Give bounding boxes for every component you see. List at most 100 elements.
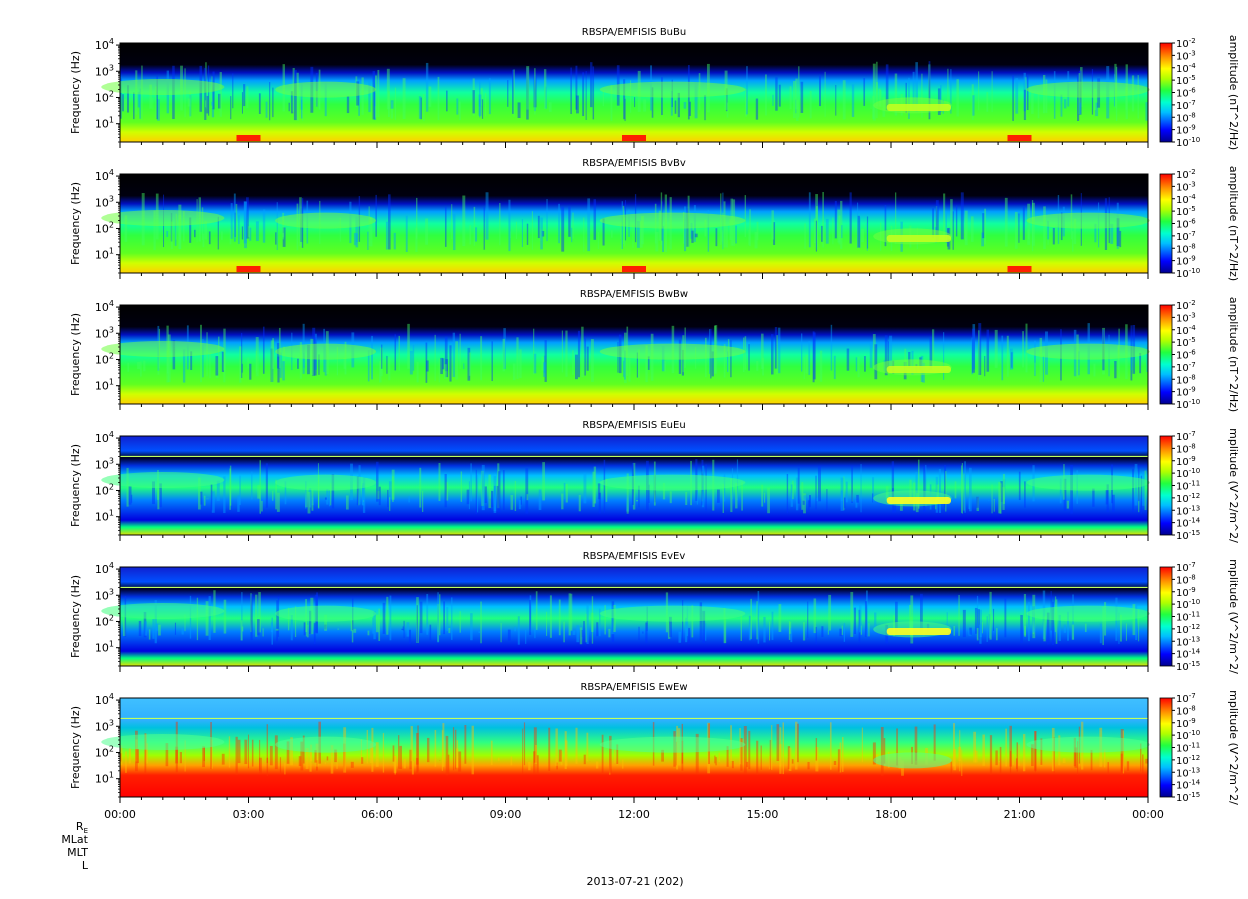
colorbar-label: mplitude (V^2/m^2/	[1227, 428, 1240, 543]
colorbar-label: amplitude (nT^2/Hz)	[1227, 166, 1240, 281]
colorbar-tick-label: 10-3	[1176, 311, 1196, 324]
x-tick-label: 00:00	[1132, 808, 1164, 821]
x-tick-label: 15:00	[747, 808, 779, 821]
colorbar-tick-label: 10-7	[1176, 230, 1196, 243]
colorbar-tick-label: 10-7	[1176, 99, 1196, 112]
colorbar-tick-label: 10-11	[1176, 611, 1200, 624]
hiss-band	[886, 104, 951, 112]
emission-region	[1026, 474, 1150, 491]
colorbar-label: amplitude (nT^2/Hz)	[1227, 297, 1240, 412]
colorbar-tick-label: 10-2	[1176, 37, 1196, 50]
spectrogram-panel: RBSPA/EMFISIS BuBu 101 102 103 104 Frequency …	[69, 27, 1240, 150]
emission-region	[599, 605, 746, 622]
emission-region	[275, 81, 376, 98]
x-tick-label: 09:00	[490, 808, 522, 821]
colorbar-tick-label: 10-4	[1176, 193, 1196, 206]
emission-region	[275, 212, 376, 229]
colorbar-tick-label: 10-14	[1176, 779, 1201, 792]
emission-region	[873, 752, 952, 769]
low-frequency-burst	[236, 135, 261, 141]
colorbar-tick-label: 10-7	[1176, 361, 1196, 374]
colorbar-tick-label: 10-8	[1176, 111, 1196, 124]
y-tick-label: 101	[95, 116, 114, 131]
emission-region	[1026, 605, 1150, 622]
colorbar-tick-label: 10-13	[1176, 635, 1200, 648]
low-frequency-burst	[622, 135, 646, 141]
colorbar-tick-label: 10-12	[1176, 754, 1200, 767]
colorbar-tick-label: 10-8	[1176, 442, 1196, 455]
y-tick-label: 104	[95, 430, 114, 445]
low-frequency-burst	[236, 266, 261, 272]
emission-region	[101, 210, 225, 227]
y-tick-label: 101	[95, 640, 114, 655]
colorbar	[1159, 566, 1173, 667]
colorbar-tick-label: 10-14	[1176, 648, 1201, 661]
y-tick-label: 101	[95, 247, 114, 262]
low-frequency-burst	[1007, 135, 1032, 141]
colorbar-tick-label: 10-6	[1176, 87, 1196, 100]
colorbar	[1159, 304, 1173, 405]
x-tick-label: 21:00	[1004, 808, 1036, 821]
colorbar-tick-label: 10-9	[1176, 124, 1196, 137]
y-tick-label: 102	[95, 482, 114, 497]
y-tick-label: 102	[95, 220, 114, 235]
emission-region	[1026, 736, 1150, 753]
panel-title: RBSPA/EMFISIS BvBv	[582, 158, 686, 169]
colorbar-tick-label: 10-9	[1176, 255, 1196, 268]
emission-region	[599, 212, 746, 229]
emission-region	[1026, 343, 1150, 360]
emission-region	[101, 79, 225, 96]
emission-region	[275, 343, 376, 360]
emission-region	[1026, 212, 1150, 229]
y-tick-label: 102	[95, 744, 114, 759]
spectrogram-panel: RBSPA/EMFISIS EuEu 101 102 103 104 Frequency …	[69, 420, 1240, 543]
colorbar-tick-label: 10-10	[1176, 136, 1200, 149]
y-axis-label: Frequency (Hz)	[69, 313, 82, 396]
y-tick-label: 103	[95, 194, 114, 209]
y-tick-label: 101	[95, 378, 114, 393]
colorbar	[1159, 173, 1173, 274]
colorbar-tick-label: 10-13	[1176, 766, 1200, 779]
colorbar-label: mplitude (V^2/m^2/	[1227, 690, 1240, 805]
colorbar-tick-label: 10-2	[1176, 168, 1196, 181]
y-axis-label: Frequency (Hz)	[69, 575, 82, 658]
x-tick-label: 12:00	[618, 808, 650, 821]
colorbar-label: amplitude (nT^2/Hz)	[1227, 35, 1240, 150]
y-axis-label: Frequency (Hz)	[69, 51, 82, 134]
colorbar-tick-label: 10-7	[1176, 561, 1196, 574]
emission-region	[101, 472, 225, 489]
spectrogram-panel: RBSPA/EMFISIS EvEv 101 102 103 104 Frequency …	[69, 551, 1240, 674]
spectrogram-panel: RBSPA/EMFISIS BvBv 101 102 103 104 Frequency …	[69, 158, 1240, 281]
colorbar-tick-label: 10-9	[1176, 586, 1196, 599]
y-tick-label: 102	[95, 351, 114, 366]
x-tick-label: 00:00	[104, 808, 136, 821]
colorbar-label: mplitude (V^2/m^2/	[1227, 559, 1240, 674]
y-axis-label: Frequency (Hz)	[69, 444, 82, 527]
colorbar-tick-label: 10-6	[1176, 349, 1196, 362]
y-tick-label: 102	[95, 89, 114, 104]
colorbar-tick-label: 10-10	[1176, 267, 1200, 280]
hiss-band	[886, 235, 951, 243]
panel-title: RBSPA/EMFISIS EuEu	[582, 420, 685, 431]
colorbar-tick-label: 10-12	[1176, 492, 1200, 505]
colorbar-tick-label: 10-7	[1176, 692, 1196, 705]
panel-title: RBSPA/EMFISIS BuBu	[582, 27, 686, 38]
y-axis-label: Frequency (Hz)	[69, 706, 82, 789]
y-tick-label: 104	[95, 37, 114, 52]
emission-region	[599, 343, 746, 360]
y-tick-label: 104	[95, 168, 114, 183]
hiss-band	[886, 366, 951, 374]
colorbar-tick-label: 10-9	[1176, 717, 1196, 730]
colorbar-tick-label: 10-5	[1176, 205, 1196, 218]
colorbar-tick-label: 10-15	[1176, 660, 1200, 673]
colorbar-tick-label: 10-10	[1176, 729, 1200, 742]
panel-title: RBSPA/EMFISIS EwEw	[580, 682, 687, 693]
emission-region	[101, 603, 225, 620]
ephemeris-label-re: RE	[75, 820, 88, 836]
colorbar-tick-label: 10-8	[1176, 573, 1196, 586]
emission-region	[599, 81, 746, 98]
date-label: 2013-07-21 (202)	[586, 875, 684, 888]
x-tick-label: 18:00	[875, 808, 907, 821]
